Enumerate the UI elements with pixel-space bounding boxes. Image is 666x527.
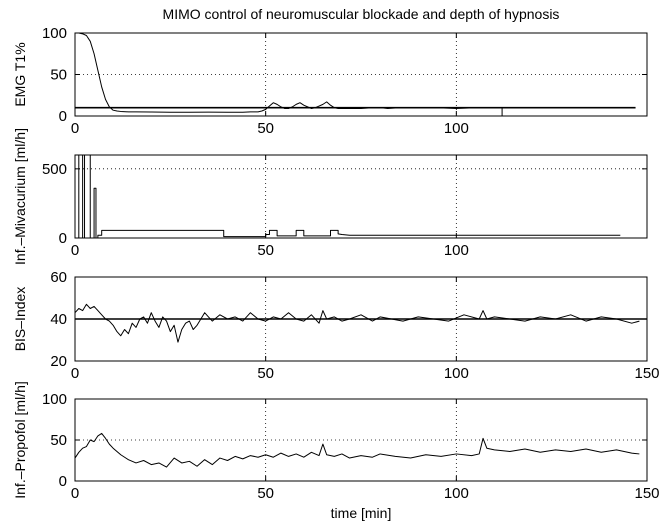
mivacurium-y-tick-label-1: 500	[42, 161, 67, 178]
propofol-y-tick-label-0: 0	[59, 473, 67, 490]
bis-x-tick-label-2: 100	[444, 365, 469, 382]
emg-series-line-0	[75, 33, 621, 116]
bis-y-tick-label-1: 40	[50, 311, 67, 328]
propofol-y-tick-label-1: 50	[50, 432, 67, 449]
propofol-x-tick-label-2: 100	[444, 485, 469, 502]
mivacurium-x-tick-label-1: 50	[257, 242, 274, 259]
emg-y-tick-label-2: 100	[42, 25, 67, 42]
mivacurium-y-tick-label-0: 0	[59, 230, 67, 247]
figure-title: MIMO control of neuromuscular blockade a…	[163, 6, 560, 22]
emg-y-tick-label-1: 50	[50, 67, 67, 84]
propofol-x-tick-label-1: 50	[257, 485, 274, 502]
mivacurium-axes-frame	[74, 154, 648, 239]
bis-x-tick-label-0: 0	[71, 365, 79, 382]
bis-y-tick-label-0: 20	[50, 353, 67, 370]
emg-x-tick-label-2: 100	[444, 120, 469, 137]
emg-y-axis-label: EMG T1%	[12, 42, 28, 106]
bis-y-tick-label-2: 60	[50, 269, 67, 286]
mivacurium-x-tick-label-2: 100	[444, 242, 469, 259]
emg-y-tick-label-0: 0	[59, 108, 67, 125]
propofol-axes-frame	[74, 398, 648, 482]
propofol-y-tick-label-2: 100	[42, 391, 67, 408]
mivacurium-y-axis-label: Inf.–Mivacurium [ml/h]	[12, 128, 28, 265]
mivacurium-series-line-0	[75, 155, 621, 238]
bis-x-tick-label-3: 150	[634, 365, 659, 382]
propofol-x-axis-label: time [min]	[331, 505, 392, 521]
propofol-x-tick-label-3: 150	[634, 485, 659, 502]
mivacurium-x-tick-label-0: 0	[71, 242, 79, 259]
panel-emg: 0 50 100 0 50 100 EMG T1%	[12, 25, 648, 137]
panel-bis: 0 50 100 150 20 40 60 BIS–Index	[12, 269, 660, 382]
panel-propofol: 0 50 100 150 0 50 100 Inf.–Propofol [ml/h] time …	[12, 381, 660, 521]
bis-x-tick-label-1: 50	[257, 365, 274, 382]
propofol-x-tick-label-0: 0	[71, 485, 79, 502]
panel-mivacurium: 0 50 100 0 500 Inf.–Mivacurium [ml/h]	[12, 128, 648, 265]
bis-series-line-0	[75, 303, 640, 343]
emg-axes-frame	[74, 32, 648, 117]
bis-y-axis-label: BIS–Index	[12, 287, 28, 352]
emg-x-tick-label-0: 0	[71, 120, 79, 137]
emg-x-tick-label-1: 50	[257, 120, 274, 137]
propofol-y-axis-label: Inf.–Propofol [ml/h]	[12, 381, 28, 499]
propofol-series-line-0	[75, 432, 640, 468]
